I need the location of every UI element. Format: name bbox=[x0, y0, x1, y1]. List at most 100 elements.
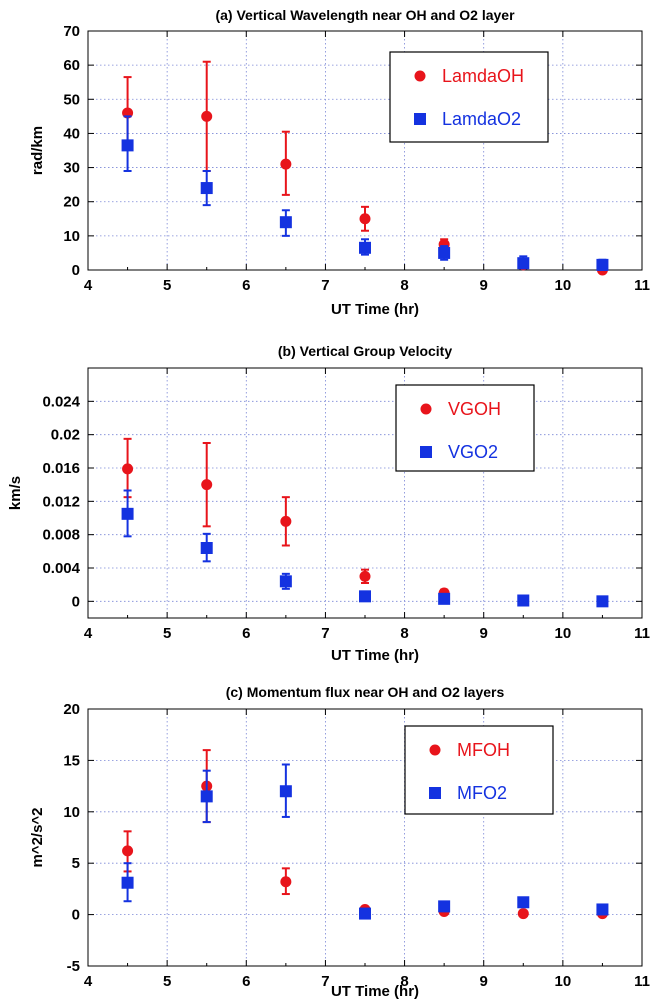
legend-marker bbox=[429, 744, 441, 756]
data-point bbox=[359, 907, 371, 920]
data-point bbox=[280, 515, 292, 527]
x-tick-label: 8 bbox=[400, 625, 408, 642]
plot-frame bbox=[87, 30, 643, 271]
data-point bbox=[280, 158, 292, 170]
x-tick-label: 10 bbox=[555, 973, 572, 990]
y-tick-label: 0.016 bbox=[42, 460, 80, 477]
y-tick-label: 40 bbox=[63, 125, 80, 142]
data-point bbox=[200, 790, 213, 803]
y-tick-label: 0.02 bbox=[51, 427, 80, 444]
y-tick-label: 50 bbox=[63, 91, 80, 108]
x-tick-label: 5 bbox=[163, 277, 171, 294]
data-point bbox=[122, 845, 134, 857]
legend: VGOH VGO2 bbox=[395, 384, 535, 472]
chart-panel-1: (a) Vertical Wavelength near OH and O2 l… bbox=[29, 7, 650, 318]
legend-label: VGO2 bbox=[448, 442, 498, 462]
x-tick-label: 9 bbox=[480, 277, 488, 294]
x-axis-label: UT Time (hr) bbox=[331, 301, 419, 318]
data-point bbox=[359, 590, 371, 603]
data-point bbox=[122, 463, 134, 475]
y-tick-label: 0.004 bbox=[42, 560, 80, 577]
y-tick-label: 5 bbox=[72, 855, 80, 872]
x-tick-label: 9 bbox=[480, 625, 488, 642]
legend-box bbox=[395, 384, 535, 472]
legend-marker bbox=[414, 70, 426, 82]
data-point bbox=[279, 785, 292, 798]
legend-marker bbox=[414, 113, 426, 125]
legend: LamdaOH LamdaO2 bbox=[389, 51, 549, 143]
data-point bbox=[596, 595, 609, 608]
x-tick-label: 10 bbox=[555, 625, 572, 642]
y-tick-label: 0 bbox=[72, 907, 80, 924]
legend-marker bbox=[429, 787, 441, 799]
y-tick-label: 0 bbox=[72, 262, 80, 279]
series-o2 bbox=[121, 763, 609, 920]
data-point bbox=[438, 592, 451, 605]
data-point bbox=[517, 908, 529, 920]
x-tick-label: 11 bbox=[634, 973, 650, 990]
x-tick-label: 5 bbox=[163, 625, 171, 642]
legend-box bbox=[389, 51, 549, 143]
data-point bbox=[201, 479, 213, 491]
y-tick-label: 0.008 bbox=[42, 527, 80, 544]
legend: MFOH MFO2 bbox=[404, 725, 554, 815]
x-tick-label: 6 bbox=[242, 277, 250, 294]
x-axis-label: UT Time (hr) bbox=[331, 983, 419, 1000]
x-tick-label: 11 bbox=[634, 277, 650, 294]
legend-label: VGOH bbox=[448, 399, 501, 419]
y-tick-label: 15 bbox=[63, 752, 80, 769]
x-tick-label: 6 bbox=[242, 973, 250, 990]
data-point bbox=[596, 903, 609, 916]
y-tick-label: 10 bbox=[63, 228, 80, 245]
data-point bbox=[121, 876, 134, 889]
legend-label: MFOH bbox=[457, 740, 510, 760]
y-tick-label: 20 bbox=[63, 701, 80, 718]
x-tick-label: 10 bbox=[555, 277, 572, 294]
data-point bbox=[200, 182, 213, 195]
y-tick-label: 20 bbox=[63, 194, 80, 211]
y-tick-label: 0 bbox=[72, 593, 80, 610]
chart-panel-3: (c) Momentum flux near OH and O2 layers 4… bbox=[29, 684, 650, 1000]
x-tick-label: 6 bbox=[242, 625, 250, 642]
x-tick-label: 9 bbox=[480, 973, 488, 990]
chart-title: (a) Vertical Wavelength near OH and O2 l… bbox=[215, 7, 515, 23]
data-point bbox=[279, 216, 292, 229]
y-tick-label: 60 bbox=[63, 57, 80, 74]
data-point bbox=[121, 139, 134, 152]
x-axis-label: UT Time (hr) bbox=[331, 647, 419, 664]
data-point bbox=[201, 110, 213, 122]
x-tick-label: 4 bbox=[84, 625, 93, 642]
y-tick-label: 10 bbox=[63, 804, 80, 821]
x-tick-label: 8 bbox=[400, 973, 408, 990]
y-tick-label: 0.012 bbox=[42, 493, 80, 510]
data-point bbox=[438, 900, 451, 913]
y-axis-label: rad/km bbox=[29, 126, 46, 175]
x-tick-label: 7 bbox=[321, 973, 329, 990]
data-point bbox=[121, 507, 134, 520]
data-point bbox=[279, 575, 292, 588]
legend-marker bbox=[420, 403, 432, 415]
legend-label: MFO2 bbox=[457, 783, 507, 803]
data-point bbox=[359, 213, 371, 225]
legend-box bbox=[404, 725, 554, 815]
legend-label: LamdaOH bbox=[442, 66, 524, 86]
data-point bbox=[517, 594, 530, 607]
data-point bbox=[517, 257, 530, 270]
y-axis-label: km/s bbox=[7, 476, 24, 510]
data-point bbox=[359, 570, 371, 582]
chart-title: (c) Momentum flux near OH and O2 layers bbox=[226, 684, 505, 700]
x-tick-label: 7 bbox=[321, 625, 329, 642]
chart-title: (b) Vertical Group Velocity bbox=[278, 343, 452, 359]
chart-panel-2: (b) Vertical Group Velocity 4 5 6 7 8 9 10 11 0 0.… bbox=[7, 343, 650, 664]
data-point bbox=[517, 896, 530, 909]
legend-marker bbox=[420, 446, 432, 458]
x-tick-label: 5 bbox=[163, 973, 171, 990]
y-tick-label: 0.024 bbox=[42, 393, 80, 410]
x-tick-label: 8 bbox=[400, 277, 408, 294]
series-oh bbox=[122, 437, 450, 599]
y-tick-label: 30 bbox=[63, 160, 80, 177]
x-tick-label: 7 bbox=[321, 277, 329, 294]
series-o2 bbox=[121, 115, 609, 271]
